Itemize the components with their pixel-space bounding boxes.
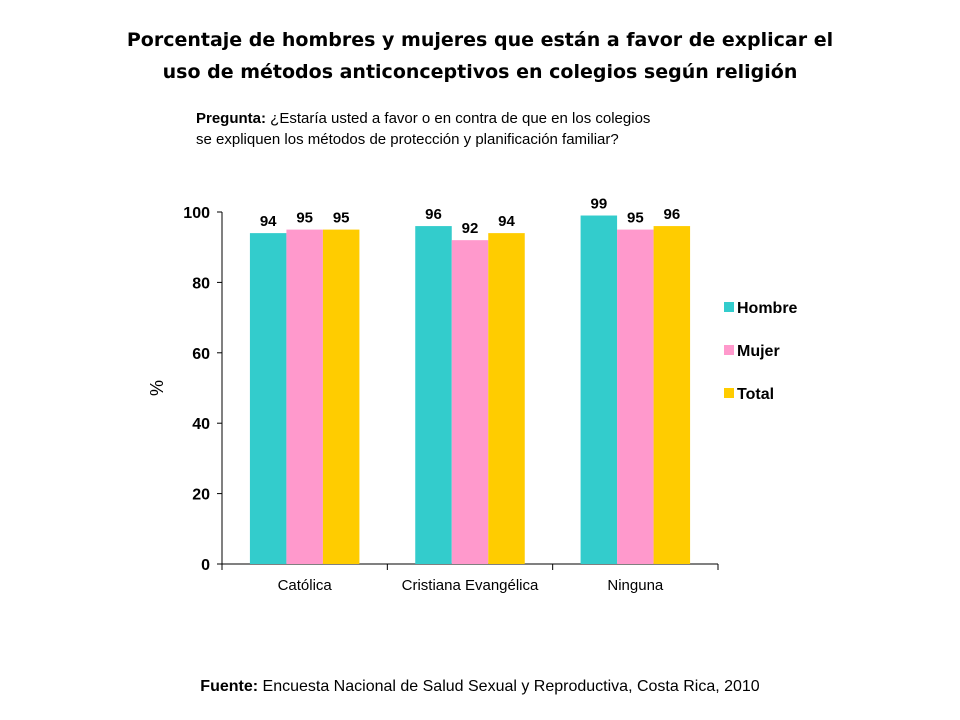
bar-hombre-0 — [249, 233, 287, 564]
data-label: 94 — [260, 213, 277, 230]
y-tick-label: 40 — [192, 416, 210, 433]
legend-label: Total — [737, 386, 775, 403]
legend-label: Hombre — [737, 300, 798, 317]
source-lead: Fuente: — [200, 678, 259, 695]
legend-item-total: Total — [724, 386, 774, 404]
y-tick-label: 100 — [183, 205, 210, 222]
bar-hombre-2 — [580, 215, 618, 564]
data-label: 92 — [462, 220, 479, 237]
bar-total-2 — [653, 226, 691, 564]
title-line-1: Porcentaje de hombres y mujeres que está… — [126, 29, 834, 51]
data-label: 95 — [627, 210, 644, 227]
data-label: 95 — [333, 210, 350, 227]
title-line-2: uso de métodos anticonceptivos en colegi… — [162, 61, 798, 83]
data-label: 96 — [425, 206, 442, 223]
legend-swatch — [724, 388, 734, 398]
bar-mujer-1 — [451, 240, 489, 564]
source-text: Encuesta Nacional de Salud Sexual y Repr… — [258, 678, 760, 695]
bar-mujer-0 — [286, 229, 323, 564]
question-lead: Pregunta: — [196, 110, 267, 127]
x-tick-label: Ninguna — [607, 577, 664, 594]
question-text: Pregunta: ¿Estaría usted a favor o en co… — [196, 108, 796, 150]
y-tick-label: 80 — [192, 275, 210, 292]
source-note: Fuente: Encuesta Nacional de Salud Sexua… — [0, 678, 960, 696]
bar-total-1 — [488, 233, 525, 564]
bar-hombre-1 — [415, 226, 452, 564]
legend-label: Mujer — [737, 343, 780, 360]
question-line-2: se expliquen los métodos de protección y… — [196, 131, 619, 148]
data-label: 95 — [296, 210, 313, 227]
bar-total-0 — [322, 229, 360, 564]
question-line-1: ¿Estaría usted a favor o en contra de qu… — [266, 110, 651, 127]
legend-swatch — [724, 345, 734, 355]
legend-swatch — [724, 302, 734, 312]
data-label: 99 — [590, 196, 607, 213]
x-tick-label: Católica — [278, 577, 333, 594]
bar-mujer-2 — [617, 229, 654, 564]
x-tick-label: Cristiana Evangélica — [402, 577, 539, 594]
y-tick-label: 60 — [192, 346, 210, 363]
y-tick-label: 20 — [192, 487, 210, 504]
y-axis-label: % — [147, 380, 167, 396]
data-label: 94 — [498, 213, 515, 230]
chart-title: Porcentaje de hombres y mujeres que está… — [80, 24, 880, 88]
y-tick-label: 0 — [201, 557, 210, 574]
legend-item-mujer: Mujer — [724, 343, 780, 361]
data-label: 96 — [663, 206, 680, 223]
legend-item-hombre: Hombre — [724, 300, 797, 318]
